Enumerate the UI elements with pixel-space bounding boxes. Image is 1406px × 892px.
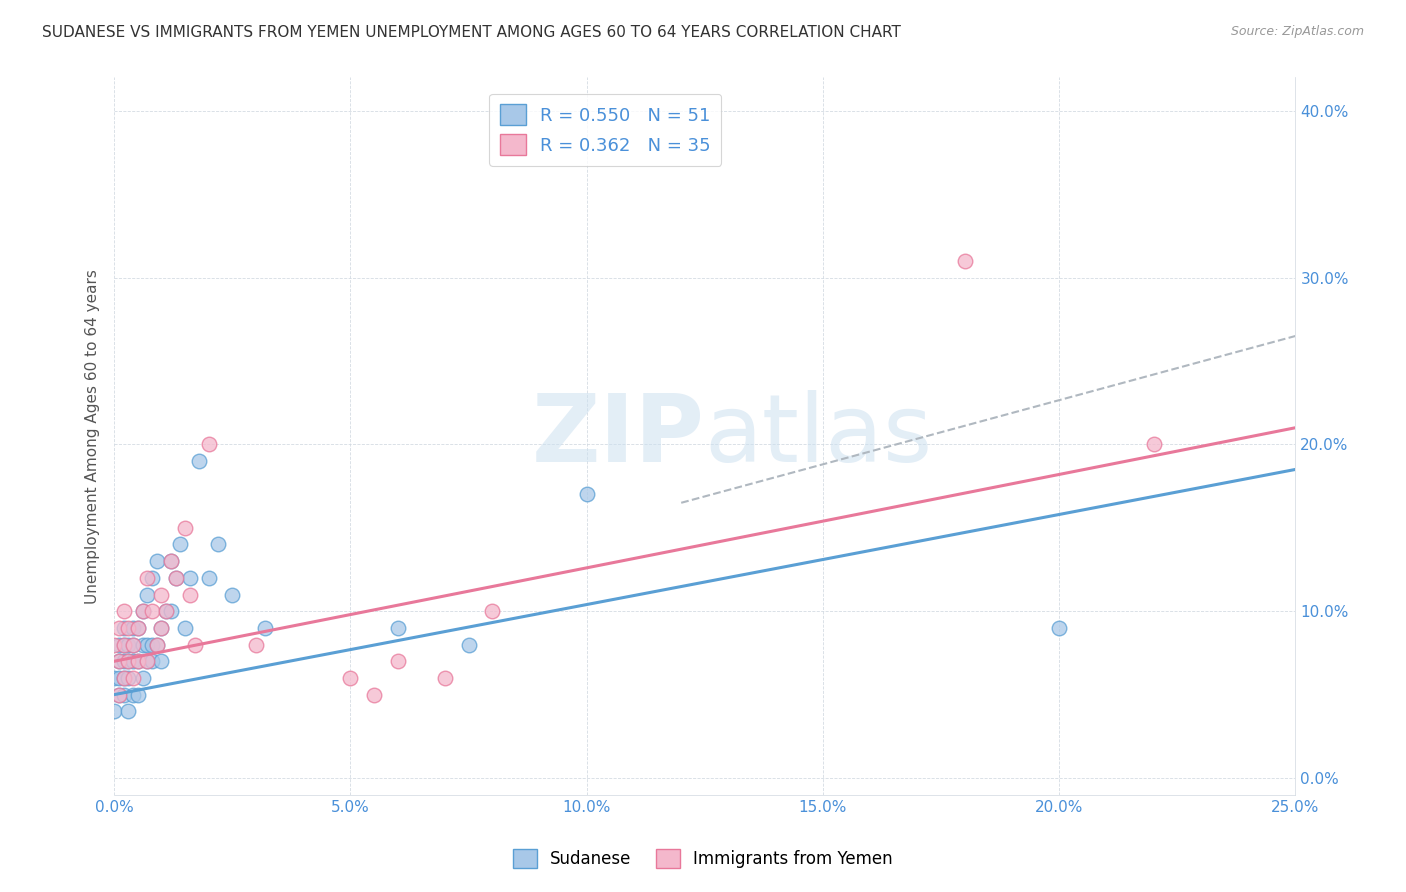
Point	[363, 688, 385, 702]
Point	[150, 654, 173, 668]
Point	[112, 638, 135, 652]
Point	[165, 571, 187, 585]
Point	[953, 254, 976, 268]
Point	[112, 654, 135, 668]
Legend: R = 0.550   N = 51, R = 0.362   N = 35: R = 0.550 N = 51, R = 0.362 N = 35	[489, 94, 721, 166]
Point	[112, 671, 135, 685]
Point	[112, 671, 135, 685]
Point	[122, 688, 145, 702]
Point	[117, 704, 139, 718]
Point	[112, 688, 135, 702]
Point	[433, 671, 456, 685]
Point	[179, 571, 201, 585]
Point	[108, 638, 131, 652]
Point	[108, 671, 131, 685]
Point	[481, 604, 503, 618]
Point	[169, 537, 191, 551]
Point	[221, 588, 243, 602]
Point	[108, 688, 131, 702]
Point	[131, 638, 153, 652]
Point	[174, 521, 197, 535]
Point	[108, 654, 131, 668]
Point	[160, 554, 183, 568]
Point	[131, 604, 153, 618]
Point	[117, 654, 139, 668]
Point	[183, 638, 205, 652]
Point	[575, 487, 598, 501]
Point	[131, 671, 153, 685]
Point	[1143, 437, 1166, 451]
Point	[387, 621, 409, 635]
Point	[103, 704, 125, 718]
Point	[112, 604, 135, 618]
Point	[207, 537, 229, 551]
Point	[131, 604, 153, 618]
Point	[122, 654, 145, 668]
Point	[179, 588, 201, 602]
Point	[145, 638, 167, 652]
Point	[122, 638, 145, 652]
Point	[103, 671, 125, 685]
Point	[197, 437, 219, 451]
Text: atlas: atlas	[704, 390, 934, 482]
Point	[457, 638, 479, 652]
Point	[141, 571, 163, 585]
Point	[122, 638, 145, 652]
Point	[387, 654, 409, 668]
Point	[245, 638, 267, 652]
Point	[155, 604, 177, 618]
Point	[127, 654, 149, 668]
Point	[103, 638, 125, 652]
Text: SUDANESE VS IMMIGRANTS FROM YEMEN UNEMPLOYMENT AMONG AGES 60 TO 64 YEARS CORRELA: SUDANESE VS IMMIGRANTS FROM YEMEN UNEMPL…	[42, 25, 901, 40]
Y-axis label: Unemployment Among Ages 60 to 64 years: Unemployment Among Ages 60 to 64 years	[86, 268, 100, 604]
Point	[145, 638, 167, 652]
Legend: Sudanese, Immigrants from Yemen: Sudanese, Immigrants from Yemen	[506, 842, 900, 875]
Point	[1047, 621, 1070, 635]
Point	[141, 654, 163, 668]
Point	[136, 654, 159, 668]
Point	[188, 454, 211, 468]
Point	[339, 671, 361, 685]
Point	[136, 654, 159, 668]
Point	[141, 638, 163, 652]
Point	[165, 571, 187, 585]
Point	[112, 638, 135, 652]
Point	[127, 688, 149, 702]
Point	[108, 654, 131, 668]
Point	[254, 621, 277, 635]
Point	[150, 588, 173, 602]
Point	[136, 588, 159, 602]
Point	[122, 671, 145, 685]
Point	[112, 621, 135, 635]
Point	[150, 621, 173, 635]
Point	[127, 621, 149, 635]
Point	[141, 604, 163, 618]
Point	[122, 621, 145, 635]
Point	[117, 654, 139, 668]
Point	[174, 621, 197, 635]
Point	[136, 571, 159, 585]
Point	[197, 571, 219, 585]
Point	[145, 554, 167, 568]
Point	[108, 621, 131, 635]
Text: ZIP: ZIP	[531, 390, 704, 482]
Point	[160, 604, 183, 618]
Point	[155, 604, 177, 618]
Point	[127, 621, 149, 635]
Text: Source: ZipAtlas.com: Source: ZipAtlas.com	[1230, 25, 1364, 38]
Point	[117, 671, 139, 685]
Point	[117, 638, 139, 652]
Point	[127, 654, 149, 668]
Point	[117, 621, 139, 635]
Point	[150, 621, 173, 635]
Point	[108, 688, 131, 702]
Point	[136, 638, 159, 652]
Point	[160, 554, 183, 568]
